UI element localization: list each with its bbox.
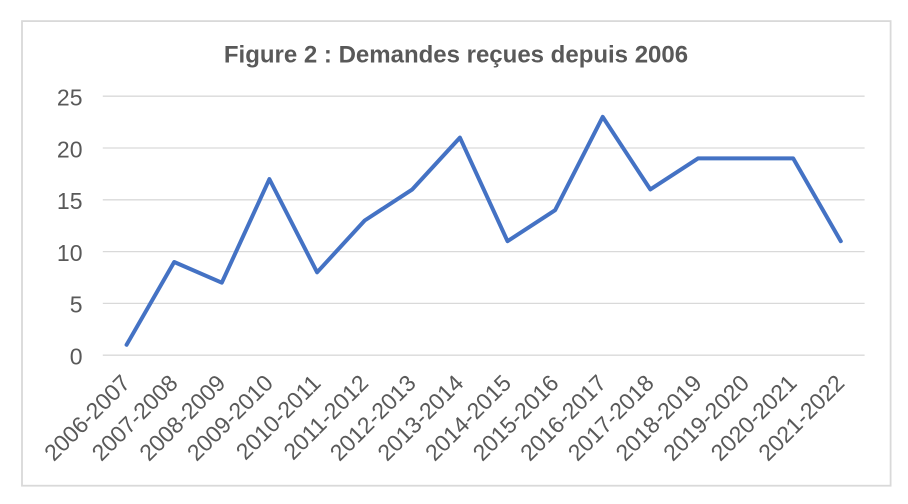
svg-text:25: 25 [57, 85, 83, 111]
svg-text:0: 0 [70, 344, 83, 370]
svg-text:15: 15 [57, 188, 83, 214]
svg-text:5: 5 [70, 292, 83, 318]
svg-text:Figure 2 : Demandes reçues dep: Figure 2 : Demandes reçues depuis 2006 [224, 42, 688, 69]
svg-text:20: 20 [57, 136, 83, 162]
svg-text:10: 10 [57, 240, 83, 266]
